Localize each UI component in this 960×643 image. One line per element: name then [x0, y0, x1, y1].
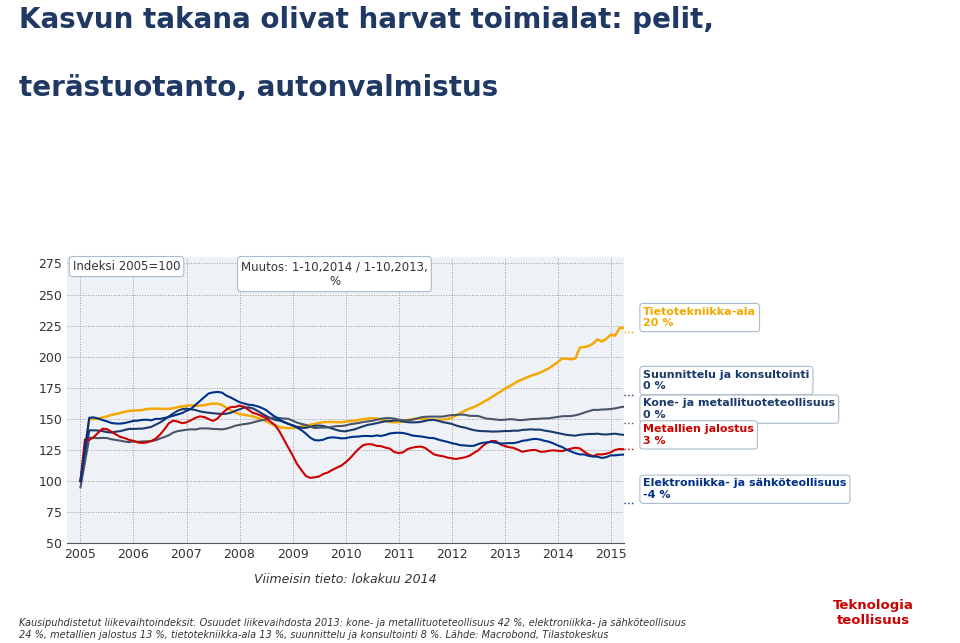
Text: Viimeisin tieto: lokakuu 2014: Viimeisin tieto: lokakuu 2014 [254, 574, 437, 586]
Text: Tietotekniikka-ala
20 %: Tietotekniikka-ala 20 % [643, 307, 756, 329]
Text: Muutos: 1-10,2014 / 1-10,2013,
%: Muutos: 1-10,2014 / 1-10,2013, % [241, 260, 428, 288]
Text: Kausipuhdistetut liikevaihtoindeksit. Osuudet liikevaihdosta 2013: kone- ja meta: Kausipuhdistetut liikevaihtoindeksit. Os… [19, 618, 686, 640]
Text: Kasvun takana olivat harvat toimialat: pelit,: Kasvun takana olivat harvat toimialat: p… [19, 6, 714, 35]
Text: Indeksi 2005=100: Indeksi 2005=100 [73, 260, 180, 273]
Text: Suunnittelu ja konsultointi
0 %: Suunnittelu ja konsultointi 0 % [643, 370, 809, 392]
Text: terästuotanto, autonvalmistus: terästuotanto, autonvalmistus [19, 74, 498, 102]
Text: Elektroniikka- ja sähköteollisuus
-4 %: Elektroniikka- ja sähköteollisuus -4 % [643, 478, 847, 500]
Text: Kone- ja metallituoteteollisuus
0 %: Kone- ja metallituoteteollisuus 0 % [643, 399, 835, 420]
Text: Metallien jalostus
3 %: Metallien jalostus 3 % [643, 424, 754, 446]
Text: Teknologia
teollisuus: Teknologia teollisuus [833, 599, 914, 627]
